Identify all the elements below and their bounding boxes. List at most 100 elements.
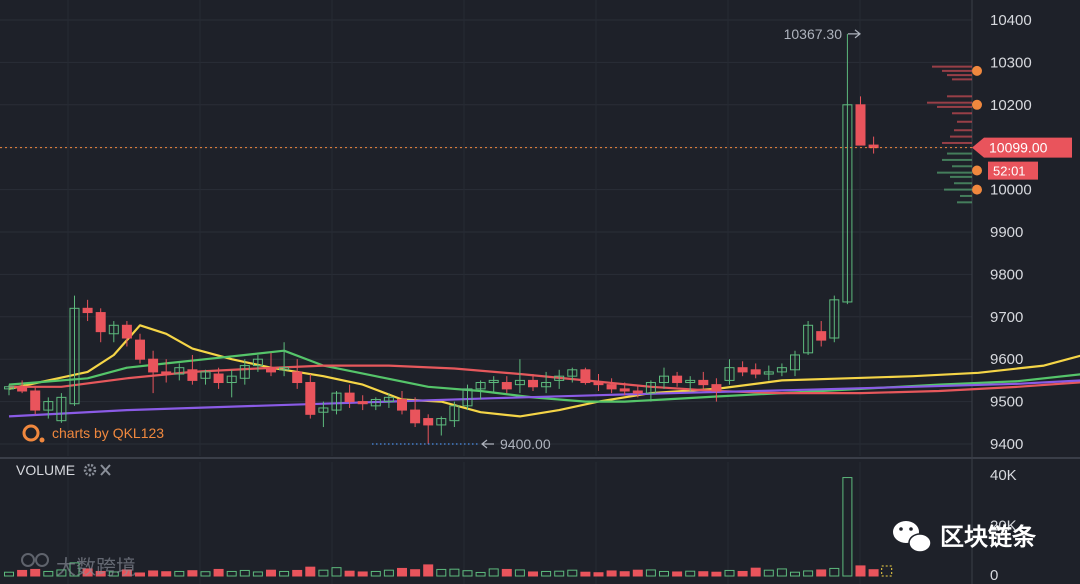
- candle-body-down: [95, 312, 106, 333]
- volume-bar: [685, 570, 696, 577]
- gear-icon: [83, 463, 97, 477]
- candle-body-up: [200, 371, 211, 379]
- high-price-label: 10367.30: [784, 26, 843, 42]
- candle: [567, 367, 578, 383]
- volume-bar: [763, 569, 774, 577]
- candle: [462, 384, 473, 411]
- qkl-logo-icon: [22, 424, 40, 442]
- candle: [30, 386, 41, 415]
- volume-profile-bar: [942, 158, 972, 161]
- watermark-text: charts by QKL123: [52, 425, 164, 441]
- volume-bar: [135, 572, 145, 577]
- candle-body-up: [370, 398, 381, 407]
- price-tick-label: 9400: [990, 436, 1023, 453]
- candle-body-down: [397, 398, 407, 411]
- candle-body-down: [344, 392, 355, 403]
- volume-bar: [56, 569, 67, 577]
- candle-body-down: [266, 367, 276, 373]
- candle-body-up: [685, 379, 696, 384]
- candle: [868, 136, 879, 154]
- volume-tick-label: 20K: [990, 518, 1017, 535]
- candle: [121, 321, 132, 347]
- volume-bar: [790, 571, 800, 577]
- candle-body-down: [816, 331, 827, 341]
- candle: [383, 393, 394, 408]
- volume-bar: [357, 571, 368, 577]
- volume-bar: [750, 567, 761, 577]
- candle: [410, 397, 421, 428]
- volume-profile-bar: [952, 112, 972, 115]
- candle-body-down: [30, 390, 41, 411]
- price-tick-label: 10200: [990, 97, 1032, 114]
- close-icon: [100, 464, 111, 476]
- volume-profile-bar: [957, 201, 972, 204]
- candle-body-down: [501, 382, 512, 390]
- candle-body-down: [528, 379, 538, 388]
- brand-name: 区块链条: [940, 523, 1037, 551]
- candle: [423, 414, 434, 444]
- volume-profile-bar: [927, 101, 972, 104]
- candle-body-up: [842, 104, 853, 303]
- candle: [750, 363, 761, 379]
- candle-body-up: [252, 358, 263, 367]
- volume-bar: [266, 569, 276, 577]
- corner-logo-icon: [21, 553, 35, 567]
- volume-bar: [174, 570, 185, 577]
- volume-profile-bar: [952, 165, 972, 168]
- volume-profile-bar: [954, 182, 972, 185]
- wechat-bubble-small: [908, 533, 932, 553]
- price-tick-label: 9600: [990, 351, 1023, 368]
- volume-profile-bar: [957, 120, 972, 123]
- candle-body-up: [436, 418, 447, 426]
- candle-body-up: [776, 367, 787, 373]
- candle-body-up: [239, 365, 250, 379]
- candle: [855, 96, 866, 146]
- volume-bar: [410, 569, 421, 577]
- volume-bar: [344, 570, 355, 577]
- volume-bar: [632, 569, 643, 577]
- volume-bar: [4, 571, 14, 577]
- volume-profile-bar: [932, 65, 972, 68]
- volume-bar: [279, 570, 290, 577]
- volume-bar: [803, 570, 814, 577]
- volume-bar: [226, 570, 237, 577]
- candle: [56, 393, 67, 423]
- candle-body-down: [135, 339, 145, 360]
- volume-bar: [252, 571, 263, 577]
- candle: [737, 361, 748, 377]
- volume-bar: [737, 570, 748, 577]
- candle: [763, 365, 774, 381]
- candle: [135, 333, 145, 364]
- volume-profile-bar: [954, 129, 972, 132]
- candle: [619, 382, 630, 396]
- volume-bar: [423, 564, 434, 577]
- candle-body-down: [868, 144, 879, 149]
- volume-bar: [698, 571, 709, 577]
- high-arrow-icon: [848, 29, 861, 39]
- candle: [698, 371, 709, 389]
- volume-bar: [436, 568, 447, 577]
- volume-bar: [514, 569, 525, 577]
- price-tick-label: 9700: [990, 309, 1023, 326]
- volume-bar: [724, 569, 735, 577]
- candle-body-down: [148, 358, 159, 373]
- candle-body-down: [750, 369, 761, 375]
- corner-watermark: 大数跨境: [56, 555, 136, 579]
- price-tick-label: 9800: [990, 266, 1023, 283]
- candle-body-down: [213, 373, 224, 384]
- candle: [95, 308, 106, 343]
- candle-body-down: [161, 371, 172, 375]
- volume-bar: [318, 569, 329, 577]
- candle-body-up: [554, 375, 565, 381]
- volume-bar: [475, 571, 486, 577]
- current-price-label: 10099.00: [989, 140, 1048, 156]
- volume-bar: [580, 571, 591, 577]
- qkl-logo-dot-icon: [39, 437, 45, 443]
- candle: [344, 384, 355, 408]
- wechat-logo-icon: [893, 521, 932, 553]
- candle: [593, 374, 604, 391]
- candle: [331, 391, 342, 415]
- volume-bar: [239, 569, 250, 577]
